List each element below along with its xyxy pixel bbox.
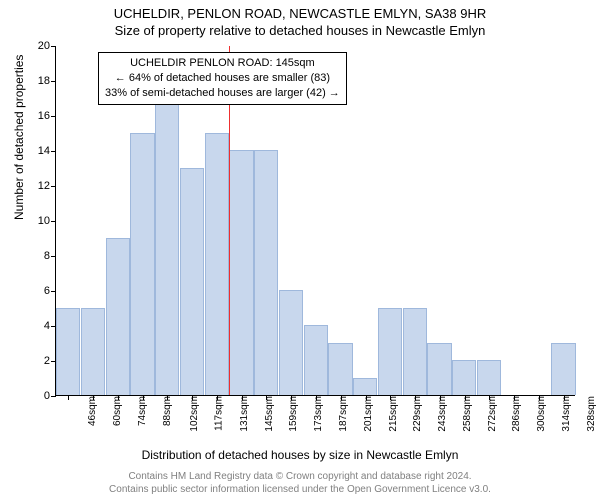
x-tick-label: 131sqm <box>239 396 250 432</box>
title-block: UCHELDIR, PENLON ROAD, NEWCASTLE EMLYN, … <box>0 0 600 38</box>
x-tick-mark <box>266 395 267 400</box>
x-tick-label: 201sqm <box>363 396 374 432</box>
x-tick-mark <box>316 395 317 400</box>
footer-line2: Contains public sector information licen… <box>0 483 600 496</box>
y-tick-label: 8 <box>26 250 50 262</box>
y-tick-label: 2 <box>26 355 50 367</box>
x-tick-label: 243sqm <box>437 396 448 432</box>
histogram-bar <box>180 168 204 396</box>
x-tick-label: 187sqm <box>338 396 349 432</box>
y-tick-label: 18 <box>26 75 50 87</box>
annotation-line1: UCHELDIR PENLON ROAD: 145sqm <box>105 56 340 71</box>
histogram-bar <box>106 238 130 396</box>
x-tick-mark <box>192 395 193 400</box>
annotation-line2: ← 64% of detached houses are smaller (83… <box>105 71 340 86</box>
x-tick-mark <box>68 395 69 400</box>
x-tick-label: 46sqm <box>87 396 98 426</box>
x-tick-mark <box>242 395 243 400</box>
x-tick-label: 272sqm <box>486 396 497 432</box>
x-tick-mark <box>217 395 218 400</box>
histogram-bar <box>56 308 80 396</box>
x-tick-label: 173sqm <box>313 396 324 432</box>
x-tick-label: 229sqm <box>412 396 423 432</box>
y-tick-label: 6 <box>26 285 50 297</box>
x-tick-label: 258sqm <box>462 396 473 432</box>
annotation-line3: 33% of semi-detached houses are larger (… <box>105 86 340 101</box>
x-tick-label: 215sqm <box>387 396 398 432</box>
x-tick-label: 117sqm <box>214 396 225 431</box>
histogram-bar <box>353 378 377 396</box>
x-tick-mark <box>539 395 540 400</box>
histogram-bar <box>279 290 303 395</box>
histogram-bar <box>304 325 328 395</box>
x-tick-mark <box>489 395 490 400</box>
footer-line1: Contains HM Land Registry data © Crown c… <box>0 470 600 483</box>
x-tick-label: 74sqm <box>137 396 148 426</box>
x-tick-mark <box>366 395 367 400</box>
chart-area: 46sqm60sqm74sqm88sqm102sqm117sqm131sqm14… <box>55 46 575 396</box>
x-tick-label: 88sqm <box>162 396 173 426</box>
x-tick-mark <box>390 395 391 400</box>
histogram-bar <box>427 343 451 396</box>
x-tick-mark <box>167 395 168 400</box>
histogram-bar <box>551 343 575 396</box>
x-tick-label: 60sqm <box>112 396 123 426</box>
x-tick-label: 314sqm <box>561 396 572 432</box>
x-axis-label: Distribution of detached houses by size … <box>0 448 600 462</box>
x-tick-mark <box>118 395 119 400</box>
histogram-bar <box>452 360 476 395</box>
histogram-bar <box>328 343 352 396</box>
annotation-box: UCHELDIR PENLON ROAD: 145sqm ← 64% of de… <box>98 52 347 105</box>
x-tick-mark <box>564 395 565 400</box>
histogram-bar <box>477 360 501 395</box>
x-tick-label: 102sqm <box>189 396 200 432</box>
y-tick-label: 4 <box>26 320 50 332</box>
x-tick-mark <box>465 395 466 400</box>
x-tick-mark <box>143 395 144 400</box>
x-tick-mark <box>341 395 342 400</box>
x-tick-label: 286sqm <box>511 396 522 432</box>
x-tick-label: 328sqm <box>585 396 596 432</box>
histogram-bar <box>81 308 105 396</box>
x-tick-label: 159sqm <box>288 396 299 432</box>
y-tick-label: 12 <box>26 180 50 192</box>
plot-region: 46sqm60sqm74sqm88sqm102sqm117sqm131sqm14… <box>55 46 575 396</box>
x-tick-mark <box>93 395 94 400</box>
histogram-bar <box>130 133 154 396</box>
y-axis-label: Number of detached properties <box>12 55 26 220</box>
y-tick-label: 0 <box>26 390 50 402</box>
x-tick-label: 145sqm <box>263 396 274 432</box>
chart-title: UCHELDIR, PENLON ROAD, NEWCASTLE EMLYN, … <box>0 6 600 21</box>
x-tick-mark <box>291 395 292 400</box>
y-tick-label: 16 <box>26 110 50 122</box>
y-tick-label: 14 <box>26 145 50 157</box>
histogram-bar <box>205 133 229 396</box>
y-tick-label: 10 <box>26 215 50 227</box>
x-tick-mark <box>440 395 441 400</box>
histogram-bar <box>155 98 179 396</box>
footer-attribution: Contains HM Land Registry data © Crown c… <box>0 470 600 496</box>
histogram-bar <box>229 150 253 395</box>
histogram-bar <box>403 308 427 396</box>
x-tick-label: 300sqm <box>536 396 547 432</box>
y-tick-label: 20 <box>26 40 50 52</box>
chart-subtitle: Size of property relative to detached ho… <box>0 23 600 38</box>
histogram-bar <box>254 150 278 395</box>
x-tick-mark <box>514 395 515 400</box>
x-tick-mark <box>415 395 416 400</box>
histogram-bar <box>378 308 402 396</box>
